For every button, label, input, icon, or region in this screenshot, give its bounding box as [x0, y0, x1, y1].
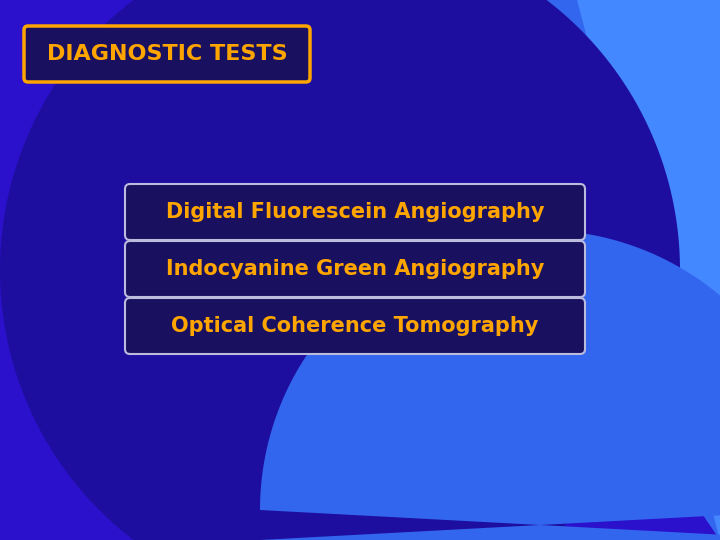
Text: DIAGNOSTIC TESTS: DIAGNOSTIC TESTS [47, 44, 287, 64]
Polygon shape [350, 0, 720, 540]
FancyBboxPatch shape [125, 184, 585, 240]
Polygon shape [0, 0, 680, 540]
FancyBboxPatch shape [125, 241, 585, 297]
Text: Digital Fluorescein Angiography: Digital Fluorescein Angiography [166, 202, 544, 222]
Polygon shape [544, 0, 720, 540]
Polygon shape [260, 230, 720, 540]
Text: Optical Coherence Tomography: Optical Coherence Tomography [171, 316, 539, 336]
Text: Indocyanine Green Angiography: Indocyanine Green Angiography [166, 259, 544, 279]
FancyBboxPatch shape [125, 298, 585, 354]
FancyBboxPatch shape [24, 26, 310, 82]
